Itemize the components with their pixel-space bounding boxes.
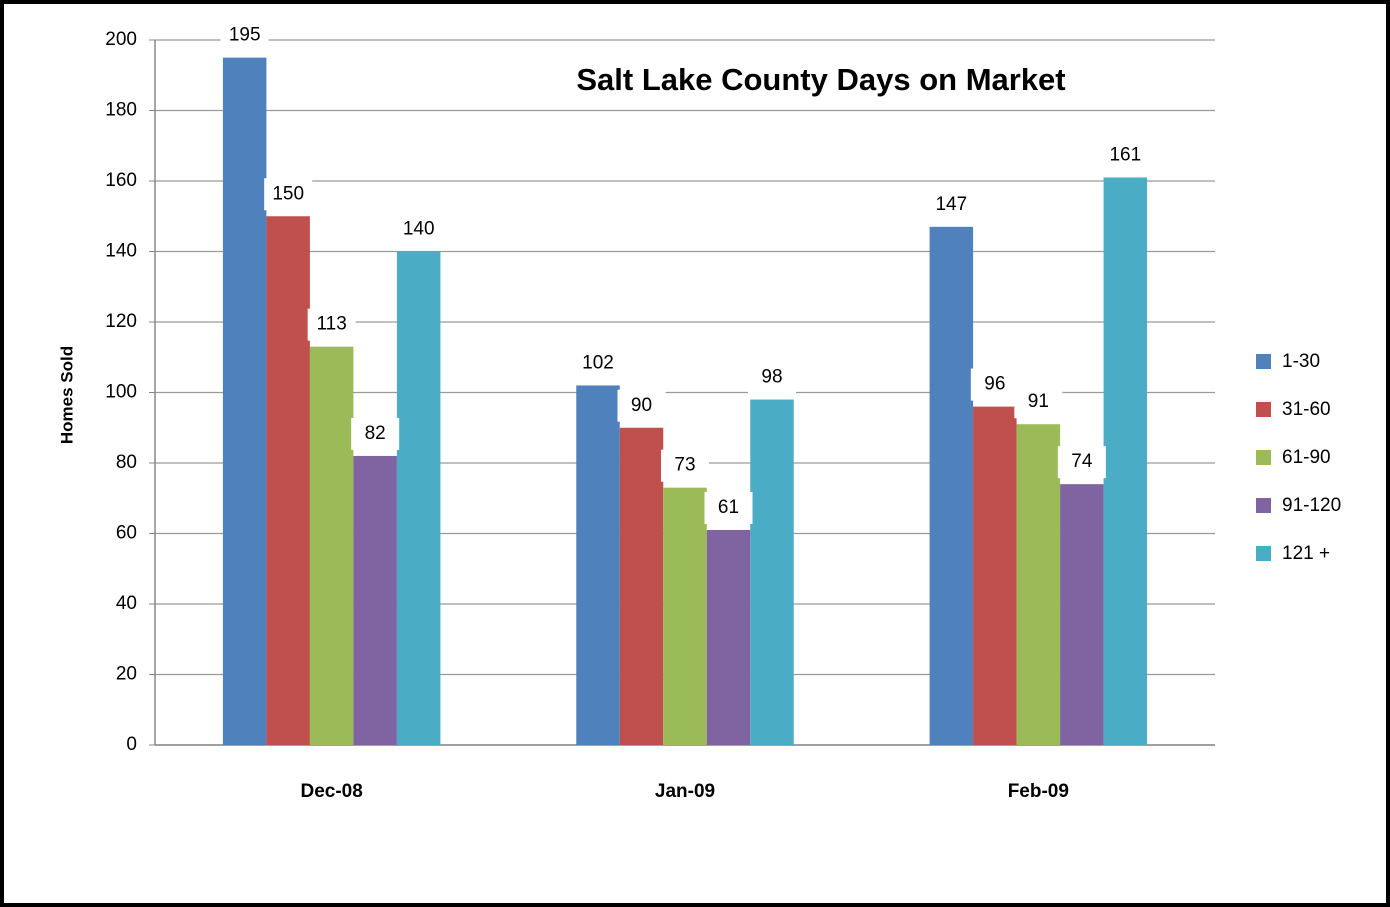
data-label: 61 xyxy=(718,497,739,518)
title-bg xyxy=(556,58,1086,104)
data-label-bg xyxy=(307,308,356,341)
data-label: 90 xyxy=(631,395,652,416)
y-tick-label: 0 xyxy=(126,734,137,755)
x-tick-label: Feb-09 xyxy=(1008,781,1069,802)
data-label: 195 xyxy=(229,25,261,46)
data-label: 140 xyxy=(403,219,435,240)
bar xyxy=(309,346,354,745)
legend-label: 31-60 xyxy=(1282,399,1331,420)
data-label-bg xyxy=(264,178,313,211)
bar xyxy=(396,251,441,745)
data-label: 161 xyxy=(1109,144,1141,165)
bar xyxy=(750,399,794,745)
y-tick-label: 60 xyxy=(116,523,137,544)
bar xyxy=(706,529,751,745)
data-label: 91 xyxy=(1028,391,1049,412)
y-axis-label: Homes Sold xyxy=(57,346,76,444)
legend-swatch xyxy=(1256,402,1271,417)
data-label-bg xyxy=(1101,139,1150,172)
legend-swatch xyxy=(1256,546,1271,561)
bar xyxy=(353,455,397,745)
y-tick-label: 180 xyxy=(105,100,137,121)
data-label: 98 xyxy=(761,367,782,388)
y-tick-label: 20 xyxy=(116,664,137,685)
bar xyxy=(619,427,664,745)
data-label: 113 xyxy=(317,314,347,335)
data-label-bg xyxy=(704,491,753,524)
x-tick-label: Dec-08 xyxy=(301,781,363,802)
data-label-bg xyxy=(661,449,709,482)
data-label-bg xyxy=(394,213,443,246)
data-label-bg xyxy=(970,368,1019,401)
legend-label: 91-120 xyxy=(1282,495,1341,516)
legend-label: 61-90 xyxy=(1282,447,1331,468)
data-label-bg xyxy=(351,417,400,450)
data-label-bg xyxy=(617,389,666,422)
data-label-bg xyxy=(1014,386,1063,419)
y-tick-label: 100 xyxy=(105,382,137,403)
legend-swatch xyxy=(1256,498,1271,513)
data-label: 73 xyxy=(674,455,695,476)
legend-swatch xyxy=(1256,354,1271,369)
bar xyxy=(222,57,267,745)
data-label-bg xyxy=(574,347,622,380)
data-label-bg xyxy=(748,361,796,394)
bar xyxy=(1016,424,1061,745)
data-label: 102 xyxy=(582,352,614,373)
bar xyxy=(1103,177,1148,746)
bar xyxy=(1060,484,1104,745)
data-label-bg xyxy=(1057,446,1106,479)
legend-swatch xyxy=(1256,450,1271,465)
bar xyxy=(973,406,1017,745)
y-tick-label: 80 xyxy=(116,452,137,473)
data-label: 96 xyxy=(984,374,1005,395)
y-tick-label: 40 xyxy=(116,593,137,614)
y-tick-label: 120 xyxy=(105,311,137,332)
bar xyxy=(576,385,620,745)
data-label-bg xyxy=(927,188,976,221)
chart-title: Salt Lake County Days on Market xyxy=(576,62,1065,97)
bar xyxy=(663,487,707,745)
x-tick-label: Jan-09 xyxy=(655,781,715,802)
data-label-bg xyxy=(220,19,269,52)
y-tick-label: 200 xyxy=(105,29,137,50)
data-label: 150 xyxy=(272,183,304,204)
bar xyxy=(929,226,974,745)
data-label: 74 xyxy=(1071,451,1093,472)
legend-label: 121 + xyxy=(1282,543,1330,564)
y-tick-label: 140 xyxy=(105,241,137,262)
bar xyxy=(266,216,310,745)
data-label: 147 xyxy=(935,194,967,215)
y-tick-label: 160 xyxy=(105,170,137,191)
data-label: 82 xyxy=(365,423,386,444)
legend-label: 1-30 xyxy=(1282,351,1320,372)
